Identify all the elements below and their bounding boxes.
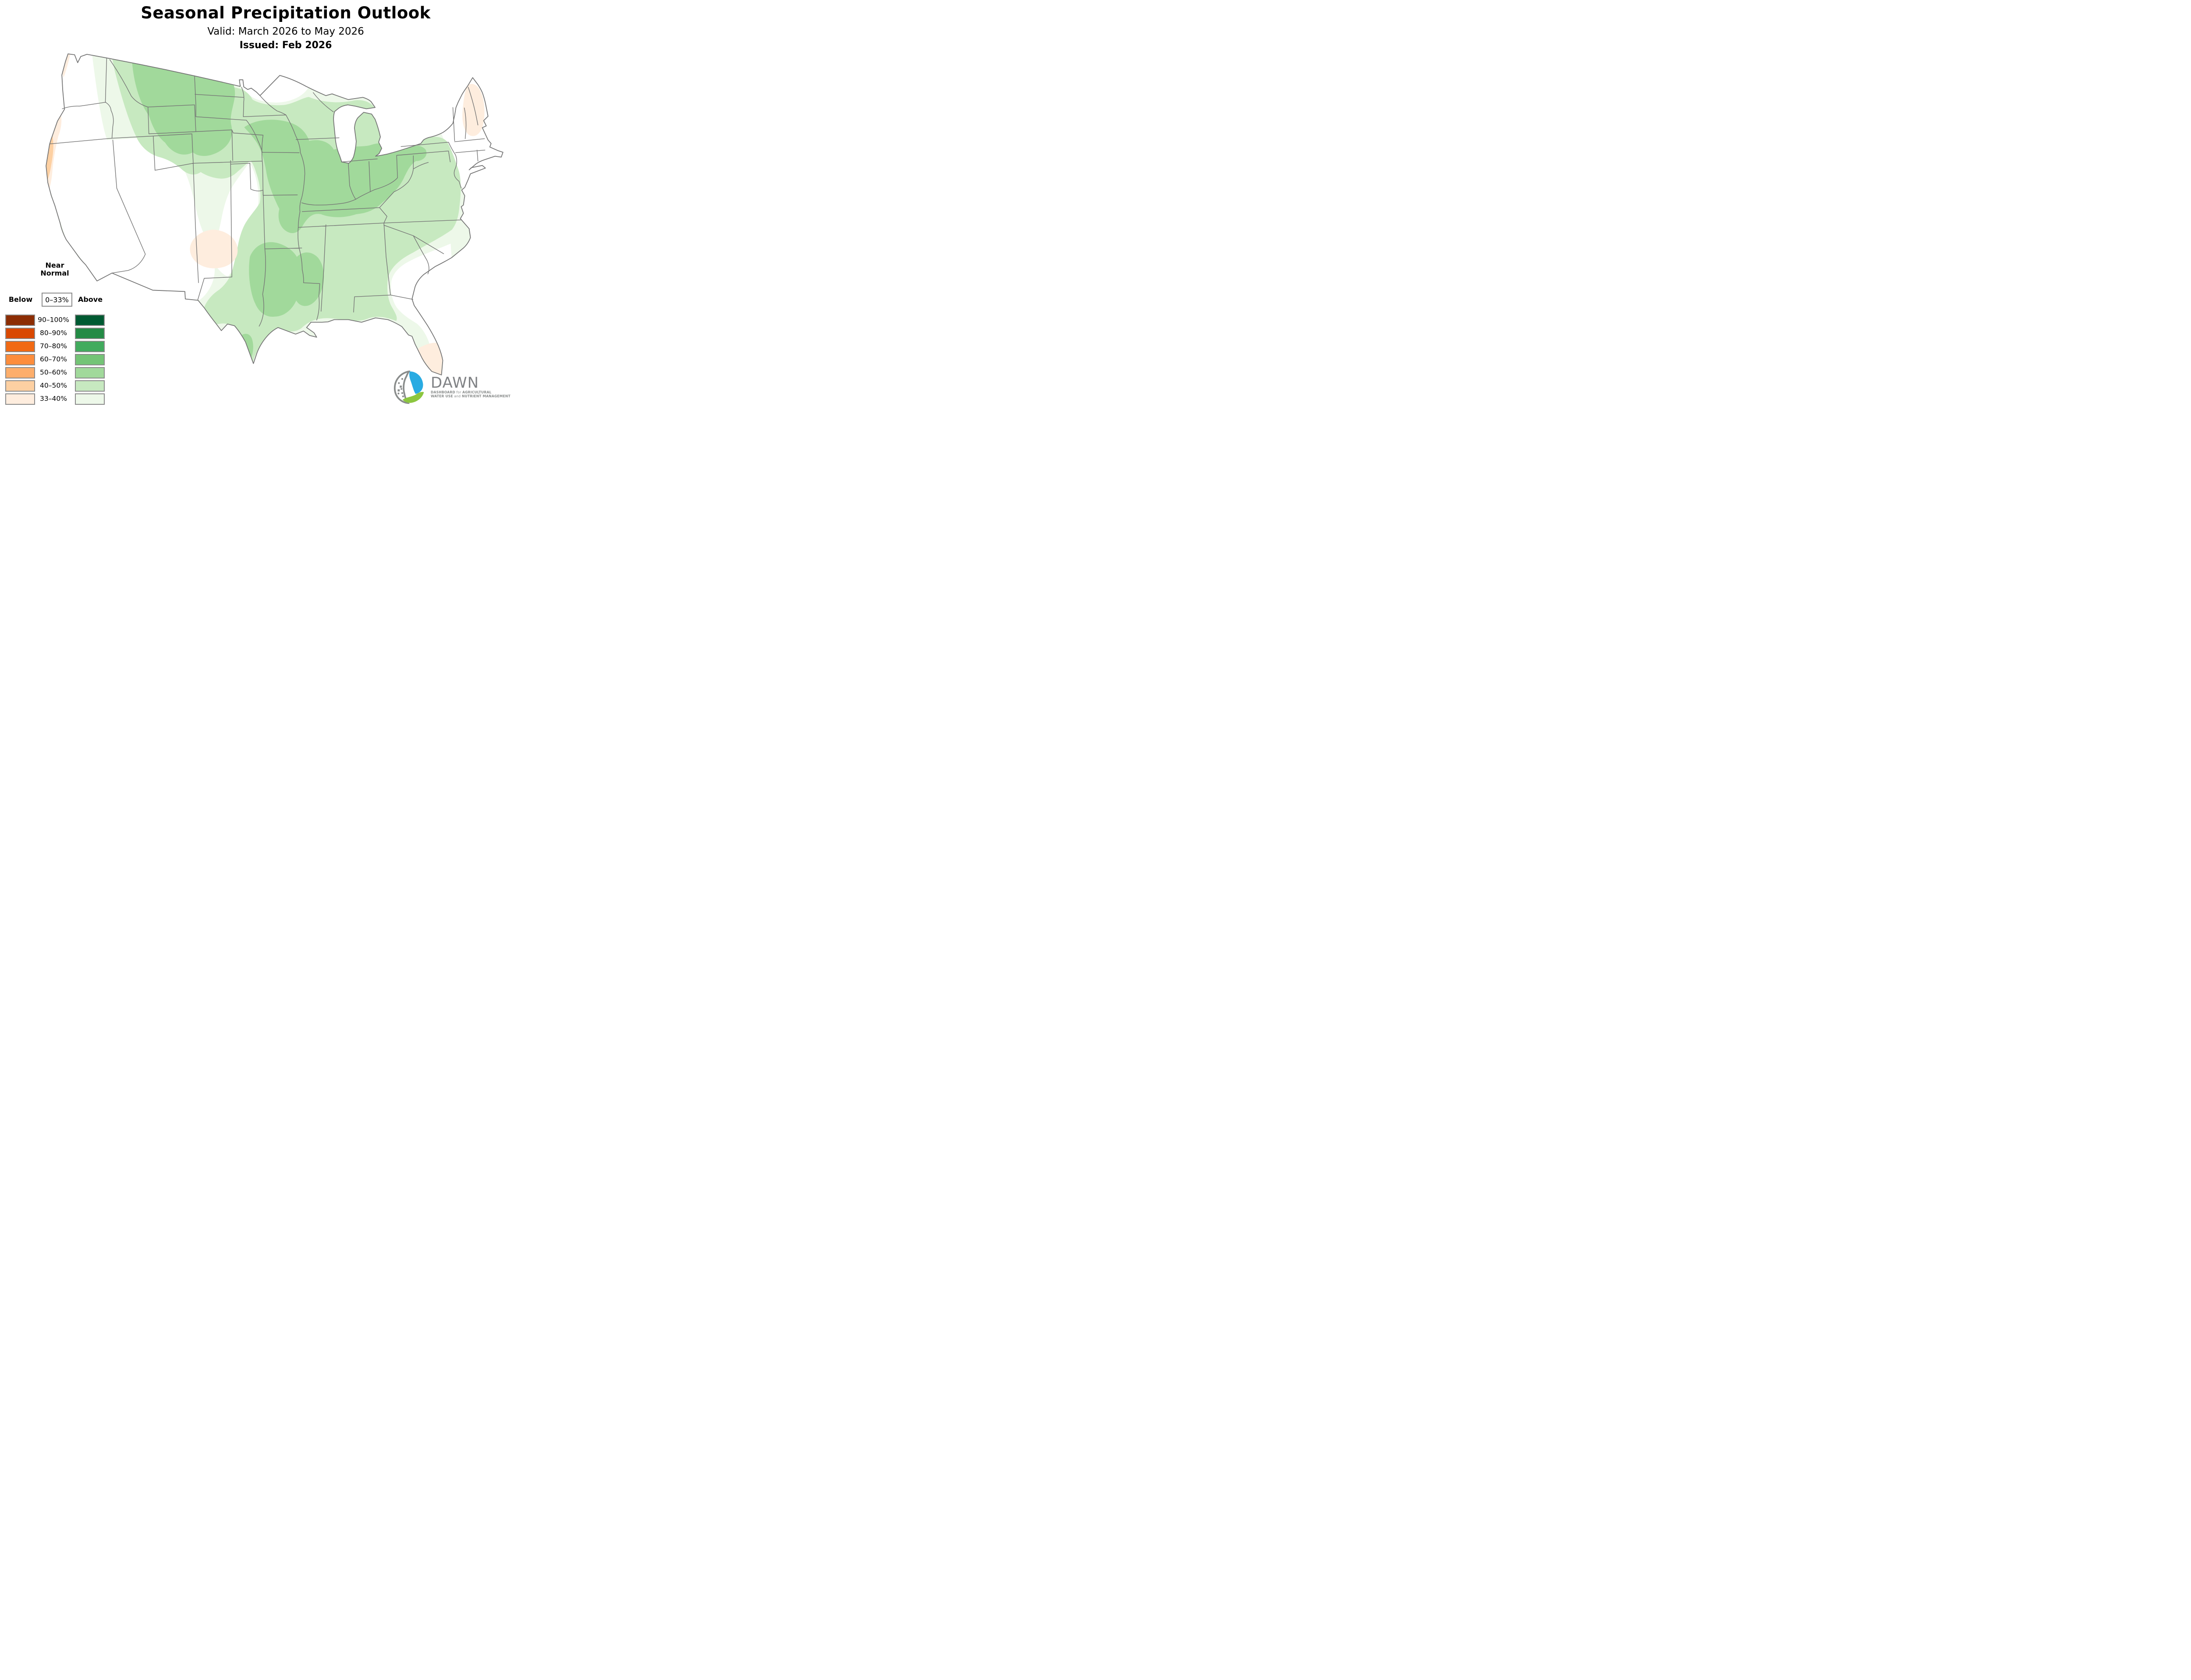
below-swatch (5, 341, 35, 352)
range-label: 60–70% (40, 355, 67, 363)
core-louisiana (293, 252, 324, 306)
dawn-logo-mark (394, 371, 424, 404)
dawn-logo-text: DAWN DASHBOARD for AGRICULTURAL WATER US… (431, 374, 511, 399)
dawn-logo: DAWN DASHBOARD for AGRICULTURAL WATER US… (393, 371, 511, 404)
core-south-texas (237, 333, 253, 364)
legend-row: 50–60% (0, 367, 131, 379)
above-swatch (75, 354, 105, 365)
above-swatch (75, 341, 105, 352)
range-label: 80–90% (40, 329, 67, 337)
legend-row: 33–40% (0, 393, 131, 405)
legend-row: 70–80% (0, 341, 131, 353)
state-borders (49, 58, 486, 327)
below-oregon-california-40-50 (46, 135, 53, 185)
near-normal-label: Near Normal (40, 261, 69, 278)
white-west-region (46, 54, 215, 300)
range-label: 90–100% (38, 316, 69, 324)
header: Seasonal Precipitation Outlook Valid: Ma… (0, 0, 571, 51)
below-swatch (5, 315, 35, 326)
us-precipitation-map (39, 50, 528, 384)
valid-period: Valid: March 2026 to May 2026 (207, 26, 364, 37)
legend-row: 90–100% (0, 315, 131, 326)
above-swatch (75, 393, 105, 405)
core-northern-rockies (132, 58, 235, 156)
below-swatch (5, 354, 35, 365)
range-label: 33–40% (40, 395, 67, 403)
core-east-texas (249, 242, 302, 317)
page-title: Seasonal Precipitation Outlook (141, 4, 431, 22)
below-south-florida (418, 343, 443, 375)
range-label: 70–80% (40, 342, 67, 350)
below-swatch (5, 328, 35, 339)
below-swatch (5, 367, 35, 378)
legend-row: 40–50% (0, 380, 131, 392)
circuit-crescent (394, 371, 411, 404)
legend-row: 80–90% (0, 328, 131, 340)
near-normal-range-box: 0–33% (42, 293, 72, 307)
water-drop (409, 371, 423, 394)
issued-date: Issued: Feb 2026 (239, 40, 332, 51)
logo-tagline-1: DASHBOARD for AGRICULTURAL (431, 390, 492, 394)
above-column-label: Above (78, 295, 103, 304)
below-maine (462, 84, 485, 136)
above-50-60-regions (132, 58, 427, 364)
core-midwest-ohio-valley (244, 120, 427, 233)
above-swatch (75, 380, 105, 392)
circuit-dots (397, 378, 404, 397)
legend-row: 60–70% (0, 354, 131, 366)
national-outline (46, 53, 503, 375)
above-swatch (75, 315, 105, 326)
above-swatch (75, 367, 105, 378)
below-swatch (5, 393, 35, 405)
below-column-label: Below (8, 295, 33, 304)
us-map-svg (46, 53, 503, 375)
above-swatch (75, 328, 105, 339)
logo-name: DAWN (431, 374, 479, 392)
range-label: 40–50% (40, 382, 67, 389)
below-swatch (5, 380, 35, 392)
leaf (402, 392, 424, 403)
below-new-mexico-panhandle (190, 230, 238, 269)
range-label: 50–60% (40, 368, 67, 376)
logo-tagline-2: WATER USE and NUTRIENT MANAGEMENT (431, 394, 511, 399)
